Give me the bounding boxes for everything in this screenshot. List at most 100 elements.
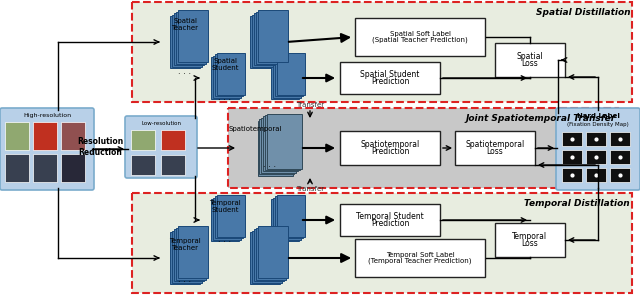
Text: Temporal Distillation: Temporal Distillation bbox=[524, 199, 630, 208]
FancyBboxPatch shape bbox=[495, 43, 565, 77]
Text: Spatiotemporal: Spatiotemporal bbox=[228, 126, 282, 132]
Text: Low-resolution: Low-resolution bbox=[141, 121, 181, 126]
Text: Spatial Soft Label: Spatial Soft Label bbox=[390, 31, 451, 37]
FancyBboxPatch shape bbox=[267, 114, 302, 168]
Text: (Temporal Teacher Prediction): (Temporal Teacher Prediction) bbox=[368, 258, 472, 264]
FancyBboxPatch shape bbox=[5, 154, 29, 182]
FancyBboxPatch shape bbox=[215, 196, 243, 238]
FancyBboxPatch shape bbox=[610, 150, 630, 164]
FancyBboxPatch shape bbox=[562, 150, 582, 164]
FancyBboxPatch shape bbox=[556, 108, 640, 190]
FancyBboxPatch shape bbox=[172, 231, 202, 283]
FancyBboxPatch shape bbox=[258, 226, 288, 278]
FancyBboxPatch shape bbox=[0, 108, 94, 190]
Text: Spatial Distillation: Spatial Distillation bbox=[536, 8, 630, 17]
FancyBboxPatch shape bbox=[161, 155, 185, 175]
FancyBboxPatch shape bbox=[215, 54, 243, 96]
FancyBboxPatch shape bbox=[586, 132, 606, 146]
Text: (Spatial Teacher Prediction): (Spatial Teacher Prediction) bbox=[372, 37, 468, 43]
FancyBboxPatch shape bbox=[340, 204, 440, 236]
FancyBboxPatch shape bbox=[170, 16, 200, 68]
Text: Prediction: Prediction bbox=[371, 77, 409, 86]
FancyBboxPatch shape bbox=[271, 199, 299, 241]
FancyBboxPatch shape bbox=[61, 122, 85, 150]
FancyBboxPatch shape bbox=[256, 12, 286, 64]
FancyBboxPatch shape bbox=[273, 198, 301, 240]
FancyBboxPatch shape bbox=[610, 168, 630, 182]
FancyBboxPatch shape bbox=[340, 131, 440, 165]
FancyBboxPatch shape bbox=[211, 57, 239, 99]
FancyBboxPatch shape bbox=[125, 116, 197, 178]
FancyBboxPatch shape bbox=[610, 132, 630, 146]
FancyBboxPatch shape bbox=[263, 116, 298, 171]
Text: Loss: Loss bbox=[486, 147, 504, 156]
FancyBboxPatch shape bbox=[256, 228, 286, 280]
FancyBboxPatch shape bbox=[176, 228, 206, 280]
FancyBboxPatch shape bbox=[258, 10, 288, 63]
FancyBboxPatch shape bbox=[261, 118, 296, 173]
Text: Prediction: Prediction bbox=[371, 219, 409, 228]
FancyBboxPatch shape bbox=[132, 193, 632, 293]
Text: Temporal
Student: Temporal Student bbox=[209, 200, 241, 213]
Text: Spatiotemporal: Spatiotemporal bbox=[360, 140, 420, 149]
Text: Spatial
Teacher: Spatial Teacher bbox=[172, 18, 198, 31]
Text: · · ·: · · · bbox=[179, 70, 191, 79]
FancyBboxPatch shape bbox=[276, 195, 305, 237]
Text: Prediction: Prediction bbox=[371, 147, 409, 156]
Text: High-resolution: High-resolution bbox=[23, 113, 71, 118]
Text: · · ·: · · · bbox=[218, 96, 232, 105]
FancyBboxPatch shape bbox=[252, 231, 282, 283]
FancyBboxPatch shape bbox=[170, 232, 200, 284]
FancyBboxPatch shape bbox=[176, 12, 206, 64]
FancyBboxPatch shape bbox=[562, 132, 582, 146]
FancyBboxPatch shape bbox=[586, 150, 606, 164]
FancyBboxPatch shape bbox=[271, 57, 299, 99]
Text: Loss: Loss bbox=[522, 59, 538, 68]
FancyBboxPatch shape bbox=[131, 155, 155, 175]
FancyBboxPatch shape bbox=[250, 16, 280, 68]
FancyBboxPatch shape bbox=[495, 223, 565, 257]
Text: Resolution
Reduction: Resolution Reduction bbox=[77, 137, 123, 157]
Text: Transfer: Transfer bbox=[296, 102, 324, 108]
Text: · · ·: · · · bbox=[179, 278, 191, 287]
FancyBboxPatch shape bbox=[213, 198, 241, 240]
FancyBboxPatch shape bbox=[178, 10, 208, 63]
FancyBboxPatch shape bbox=[252, 14, 282, 67]
FancyBboxPatch shape bbox=[259, 119, 294, 174]
FancyBboxPatch shape bbox=[275, 54, 303, 96]
FancyBboxPatch shape bbox=[340, 62, 440, 94]
FancyBboxPatch shape bbox=[254, 229, 284, 281]
FancyBboxPatch shape bbox=[562, 168, 582, 182]
FancyBboxPatch shape bbox=[217, 195, 244, 237]
FancyBboxPatch shape bbox=[586, 168, 606, 182]
FancyBboxPatch shape bbox=[265, 115, 300, 170]
FancyBboxPatch shape bbox=[275, 196, 303, 238]
Text: Spatial
Student: Spatial Student bbox=[211, 58, 239, 71]
FancyBboxPatch shape bbox=[33, 122, 57, 150]
Text: · · ·: · · · bbox=[218, 238, 232, 247]
FancyBboxPatch shape bbox=[228, 108, 618, 188]
FancyBboxPatch shape bbox=[131, 130, 155, 150]
FancyBboxPatch shape bbox=[257, 120, 292, 176]
Text: Loss: Loss bbox=[522, 239, 538, 248]
FancyBboxPatch shape bbox=[132, 2, 632, 102]
Text: Temporal: Temporal bbox=[513, 232, 548, 241]
FancyBboxPatch shape bbox=[217, 53, 244, 95]
FancyBboxPatch shape bbox=[61, 154, 85, 182]
FancyBboxPatch shape bbox=[161, 130, 185, 150]
Text: (Fixation Density Map): (Fixation Density Map) bbox=[567, 122, 629, 127]
FancyBboxPatch shape bbox=[254, 13, 284, 65]
Text: Spatial: Spatial bbox=[516, 52, 543, 61]
Text: Temporal Student: Temporal Student bbox=[356, 212, 424, 221]
FancyBboxPatch shape bbox=[5, 122, 29, 150]
FancyBboxPatch shape bbox=[455, 131, 535, 165]
Text: Spatiotemporal: Spatiotemporal bbox=[465, 140, 525, 149]
FancyBboxPatch shape bbox=[355, 239, 485, 277]
FancyBboxPatch shape bbox=[174, 13, 204, 65]
Text: Temporal
Teacher: Temporal Teacher bbox=[169, 238, 201, 251]
FancyBboxPatch shape bbox=[273, 55, 301, 98]
FancyBboxPatch shape bbox=[355, 18, 485, 56]
FancyBboxPatch shape bbox=[172, 14, 202, 67]
Text: Transfer: Transfer bbox=[296, 186, 324, 192]
FancyBboxPatch shape bbox=[250, 232, 280, 284]
